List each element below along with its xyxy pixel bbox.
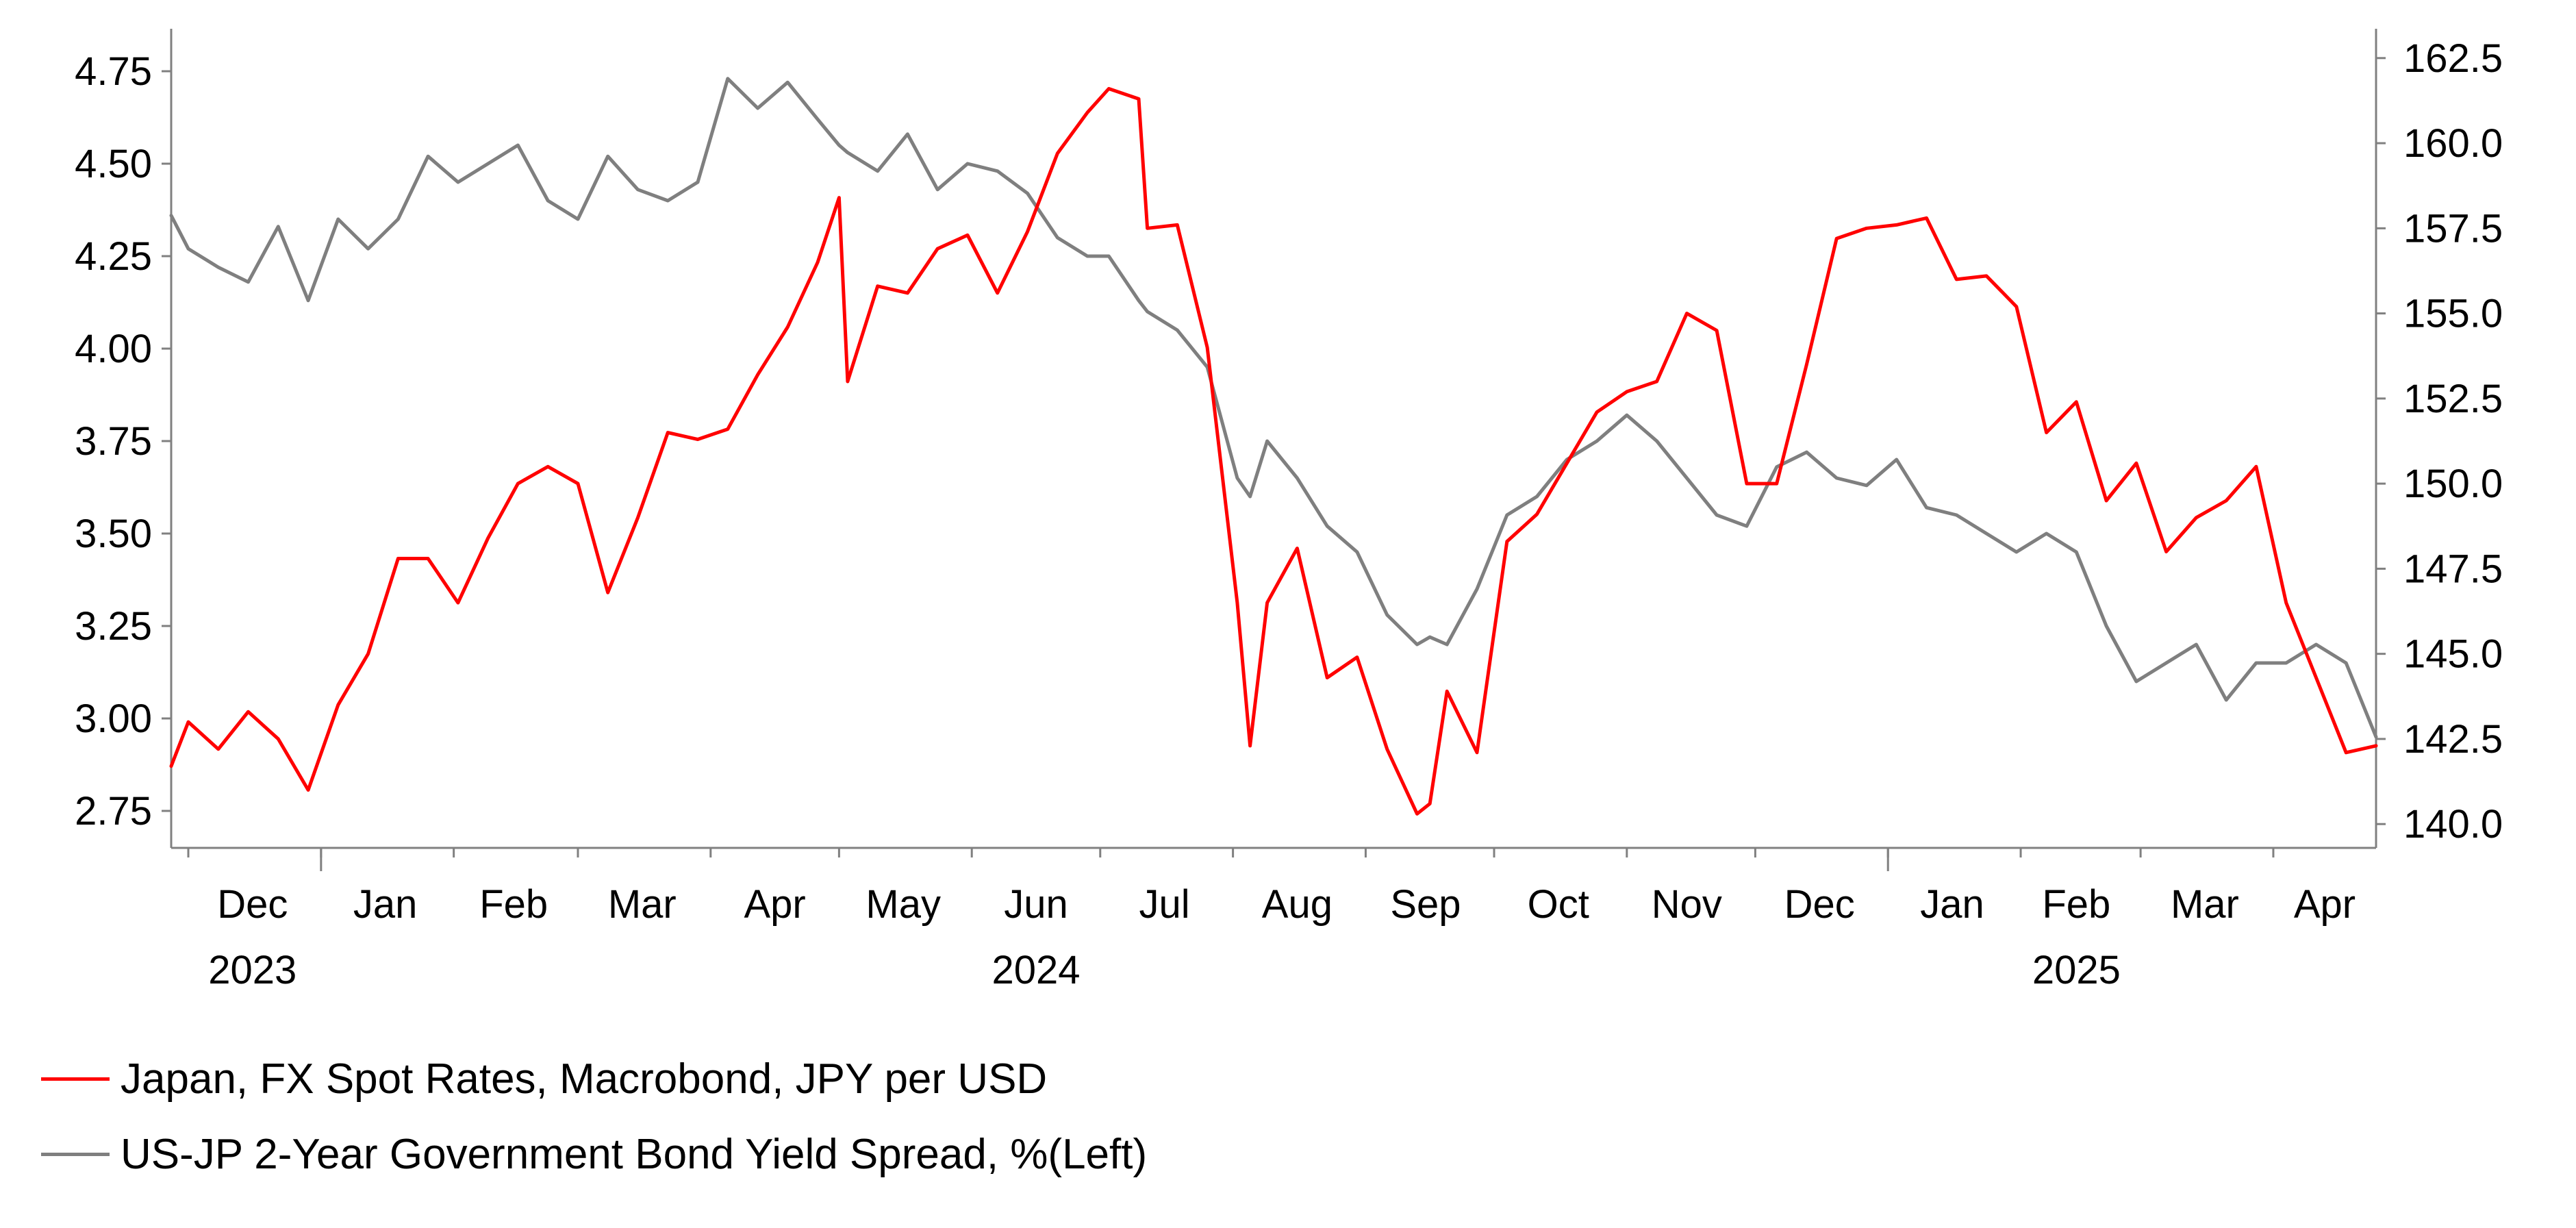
right-tick-label: 145.0 — [2403, 632, 2503, 677]
left-tick-label: 3.25 — [75, 604, 152, 649]
legend-swatch-fx — [41, 1077, 110, 1081]
right-tick-label: 155.0 — [2403, 292, 2503, 336]
x-month-label: Sep — [1390, 882, 1461, 927]
x-month-label: Aug — [1262, 882, 1333, 927]
right-tick-label: 147.5 — [2403, 547, 2503, 591]
x-month-label: May — [866, 882, 941, 927]
left-tick-label: 4.75 — [75, 49, 152, 94]
left-tick-label: 4.50 — [75, 142, 152, 186]
x-month-label: Dec — [217, 882, 288, 927]
x-year-label: 2023 — [208, 948, 296, 992]
left-tick-label: 4.25 — [75, 234, 152, 279]
x-month-label: Jan — [1920, 882, 1984, 927]
left-tick-label: 3.00 — [75, 697, 152, 741]
legend-item-spread: US-JP 2-Year Government Bond Yield Sprea… — [41, 1116, 1147, 1192]
legend-label-spread: US-JP 2-Year Government Bond Yield Sprea… — [121, 1130, 1148, 1178]
x-month-label: Nov — [1652, 882, 1722, 927]
legend-item-fx: Japan, FX Spot Rates, Macrobond, JPY per… — [41, 1041, 1147, 1116]
right-tick-label: 142.5 — [2403, 717, 2503, 762]
x-year-label: 2024 — [992, 948, 1080, 992]
x-month-label: Mar — [608, 882, 677, 927]
x-month-label: Feb — [479, 882, 548, 927]
chart-area: 2.75 3.00 3.25 3.50 3.75 4.00 4.25 4.50 4.75 140.… — [75, 29, 2503, 992]
x-month-label: Jun — [1004, 882, 1068, 927]
x-month-label: Mar — [2171, 882, 2239, 927]
x-month-label: Feb — [2042, 882, 2110, 927]
left-tick-label: 3.50 — [75, 512, 152, 556]
legend: Japan, FX Spot Rates, Macrobond, JPY per… — [41, 1041, 1147, 1192]
series-line-spread — [169, 77, 2378, 739]
x-month-label: Dec — [1784, 882, 1855, 927]
series-line-fx — [169, 87, 2378, 816]
legend-label-fx: Japan, FX Spot Rates, Macrobond, JPY per… — [121, 1055, 1048, 1103]
right-tick-label: 160.0 — [2403, 121, 2503, 166]
left-tick-label: 3.75 — [75, 419, 152, 464]
x-year-label: 2025 — [2032, 948, 2121, 992]
left-tick-label: 4.00 — [75, 327, 152, 371]
legend-swatch-spread — [41, 1152, 110, 1156]
right-tick-label: 162.5 — [2403, 36, 2503, 81]
left-tick-label: 2.75 — [75, 789, 152, 834]
right-tick-label: 152.5 — [2403, 377, 2503, 421]
x-month-label: Oct — [1528, 882, 1589, 927]
right-tick-label: 140.0 — [2403, 802, 2503, 847]
x-month-label: Jul — [1139, 882, 1189, 927]
x-month-label: Apr — [744, 882, 805, 927]
x-month-label: Apr — [2294, 882, 2356, 927]
right-tick-label: 150.0 — [2403, 462, 2503, 506]
right-tick-label: 157.5 — [2403, 206, 2503, 251]
x-month-label: Jan — [353, 882, 418, 927]
line-chart: 2.75 3.00 3.25 3.50 3.75 4.00 4.25 4.50 4.75 140.… — [75, 29, 2503, 992]
